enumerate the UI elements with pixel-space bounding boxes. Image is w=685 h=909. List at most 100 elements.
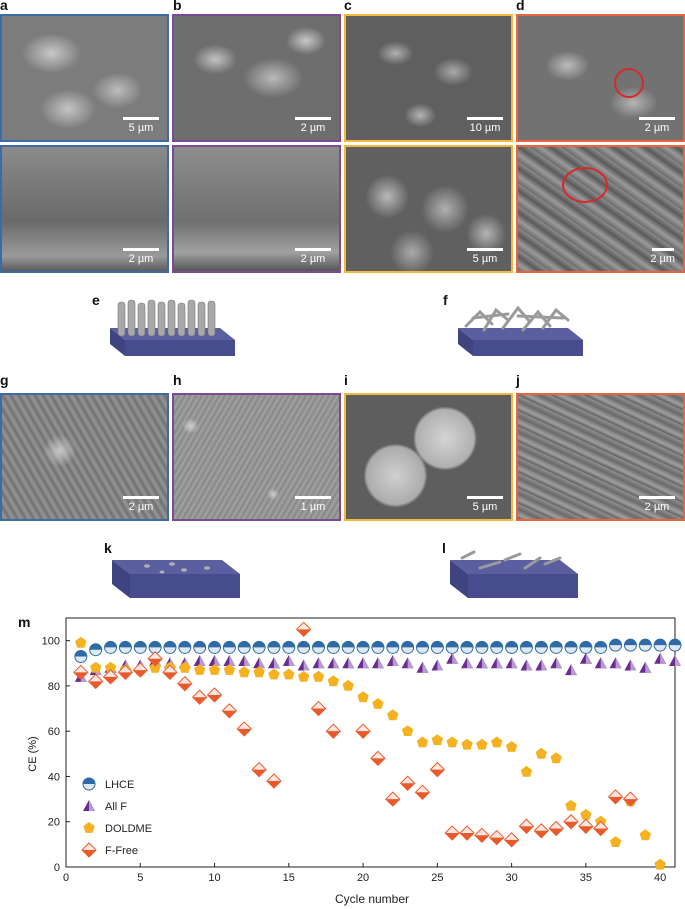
data-point-f-free [266,773,282,789]
data-point-all-f [669,655,681,667]
scale-bar: 1 µm [295,496,331,513]
data-point-doldme [104,661,117,673]
x-tick-label: 20 [357,872,369,884]
schematic-k [112,560,240,598]
panel-label-f: f [443,292,448,308]
data-point-all-f [565,664,578,676]
data-point-all-f [342,657,355,669]
data-point-lhce [193,640,207,654]
data-point-all-f [609,657,622,669]
data-point-all-f [520,659,533,671]
data-point-all-f [505,657,518,669]
legend-marker [83,800,95,811]
data-point-lhce [564,640,578,654]
panel-label-l: l [442,540,446,556]
sem-panel-a-bottom: 2 µm [0,145,169,273]
data-point-all-f [297,659,310,671]
data-point-lhce [653,638,667,652]
data-point-all-f [446,652,459,664]
x-tick-label: 40 [654,872,666,884]
data-point-all-f [386,655,399,667]
panel-label-i: i [344,372,348,388]
data-point-all-f [594,657,607,669]
panel-label-b: b [173,0,182,13]
y-tick-label: 0 [54,862,60,874]
data-point-f-free [503,832,520,848]
data-point-doldme [312,670,325,682]
data-point-lhce [609,638,623,652]
legend-label: All F [105,801,127,813]
sem-panel-h: 1 µm [172,393,341,521]
data-point-lhce [505,640,519,654]
data-point-f-free [518,818,535,834]
sem-panel-i: 5 µm [344,393,513,521]
data-point-lhce [623,638,637,652]
data-point-lhce [118,640,132,654]
data-point-f-free [563,814,579,830]
scale-bar: 2 µm [639,117,675,134]
data-point-lhce [549,640,563,654]
data-point-f-free [73,664,89,681]
x-tick-label: 15 [283,872,295,884]
data-point-lhce [104,640,118,654]
data-point-doldme [253,666,265,678]
x-axis-label: Cycle number [335,892,409,906]
data-point-f-free [489,829,505,846]
chart-legend: LHCE All F DOLDME F-Free [81,777,152,858]
data-point-all-f [253,657,266,669]
panel-label-k: k [104,540,112,556]
data-point-f-free [474,827,490,844]
data-point-f-free [593,820,609,837]
data-point-lhce [475,640,489,654]
data-point-f-free [206,687,223,703]
data-point-lhce [460,640,474,654]
panel-label-a: a [0,0,8,13]
y-tick-label: 20 [48,817,60,829]
y-tick-label: 40 [48,771,60,783]
data-point-lhce [594,640,608,654]
data-point-all-f [208,655,221,667]
x-tick-label: 30 [505,872,517,884]
data-point-all-f [267,657,280,669]
data-point-f-free [177,675,193,692]
data-point-lhce [386,640,400,654]
legend-label: DOLDME [105,823,152,835]
data-point-all-f [579,652,592,664]
plot-frame [65,617,676,868]
scale-bar: 2 µm [123,248,159,265]
data-point-f-free [117,664,134,681]
data-point-f-free [385,791,401,807]
scale-bar: 5 µm [123,117,159,134]
data-point-f-free [295,621,312,638]
data-point-doldme [550,752,562,764]
data-point-all-f [416,661,429,673]
data-point-lhce [579,640,593,654]
sem-panel-g: 2 µm [0,393,169,521]
data-point-f-free [414,784,431,801]
data-point-doldme [446,736,458,748]
data-point-doldme [298,670,310,682]
data-point-lhce [356,640,370,654]
data-point-all-f [401,657,414,669]
data-point-doldme [431,734,443,746]
highlight-circle [614,68,644,98]
x-tick-label: 10 [208,872,220,884]
data-point-lhce [237,640,251,654]
data-point-lhce [490,640,504,654]
data-point-f-free [132,662,148,678]
data-point-lhce [208,640,222,654]
data-point-lhce [74,649,88,663]
data-point-doldme [357,691,369,703]
sem-panel-d-top: 2 µm [516,14,685,142]
data-point-all-f [475,657,488,669]
data-point-f-free [607,789,624,805]
data-point-lhce [133,640,147,654]
legend-marker [83,822,95,833]
data-point-doldme [654,858,666,870]
x-tick-label: 5 [137,872,143,884]
data-point-f-free [399,775,416,791]
data-point-lhce [430,640,444,654]
data-point-doldme [580,808,592,820]
legend-marker [81,842,97,858]
data-point-doldme [208,664,221,675]
